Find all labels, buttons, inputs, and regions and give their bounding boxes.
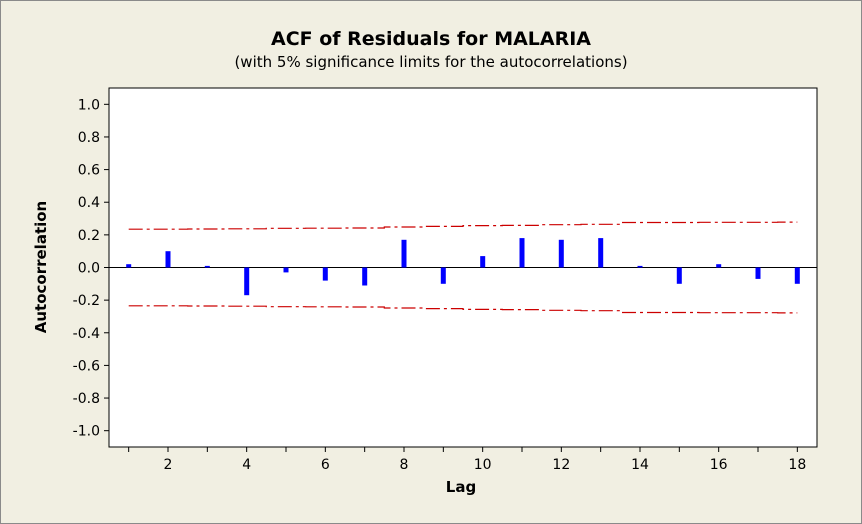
acf-bar-lag-9 — [440, 267, 446, 284]
y-tick-label: -0.4 — [73, 326, 100, 342]
chart-subtitle: (with 5% significance limits for the aut… — [234, 53, 628, 71]
y-tick-label: 0.2 — [78, 228, 100, 244]
acf-bar-lag-15 — [676, 267, 682, 284]
y-tick-label: -0.8 — [73, 391, 100, 407]
acf-bar-lag-17 — [755, 267, 761, 279]
x-tick-label: 16 — [710, 457, 728, 473]
acf-bar-lag-12 — [558, 239, 564, 268]
x-tick-label: 2 — [164, 457, 173, 473]
acf-bar-lag-18 — [794, 267, 800, 284]
x-tick-label: 6 — [321, 457, 330, 473]
y-tick-label: 0.8 — [78, 130, 100, 146]
acf-bar-lag-8 — [401, 239, 407, 268]
y-tick-label: 0.6 — [78, 163, 100, 179]
acf-bar-lag-4 — [244, 267, 250, 296]
significance-limits — [128, 221, 798, 314]
acf-bar-lag-11 — [519, 238, 525, 268]
x-tick-label: 14 — [631, 457, 649, 473]
acf-bar-lag-7 — [362, 267, 368, 286]
acf-bar-lag-3 — [204, 265, 210, 268]
upper-significance-limit — [128, 221, 798, 230]
y-tick-label: 0.0 — [78, 261, 100, 277]
y-tick-label: 0.4 — [78, 195, 100, 211]
acf-bar-lag-13 — [598, 238, 604, 268]
y-tick-label: -1.0 — [73, 424, 100, 440]
acf-bar-lag-10 — [480, 256, 486, 268]
x-tick-label: 8 — [400, 457, 409, 473]
acf-bar-lag-2 — [165, 251, 171, 268]
acf-bar-lag-1 — [126, 264, 132, 268]
y-tick-label: 1.0 — [78, 97, 100, 113]
acf-bar-lag-6 — [322, 267, 328, 281]
x-axis-label: Lag — [445, 478, 477, 496]
x-tick-label: 10 — [474, 457, 492, 473]
acf-bar-lag-14 — [637, 265, 643, 268]
acf-bar-lag-5 — [283, 267, 289, 273]
lower-significance-limit — [128, 305, 798, 314]
x-axis-ticks: 2 4 6 8 10 12 14 16 18 — [128, 447, 806, 473]
x-tick-label: 4 — [242, 457, 251, 473]
acf-bars — [126, 238, 800, 296]
chart-title: ACF of Residuals for MALARIA — [270, 28, 592, 50]
y-axis-ticks: 1.0 0.8 0.6 0.4 0.2 0.0 -0.2 -0.4 -0.6 -0.8 -1.0 — [73, 97, 109, 440]
y-tick-label: -0.2 — [73, 293, 100, 309]
acf-bar-lag-16 — [716, 264, 722, 268]
y-tick-label: -0.6 — [73, 358, 100, 374]
x-tick-label: 18 — [788, 457, 806, 473]
x-tick-label: 12 — [552, 457, 570, 473]
